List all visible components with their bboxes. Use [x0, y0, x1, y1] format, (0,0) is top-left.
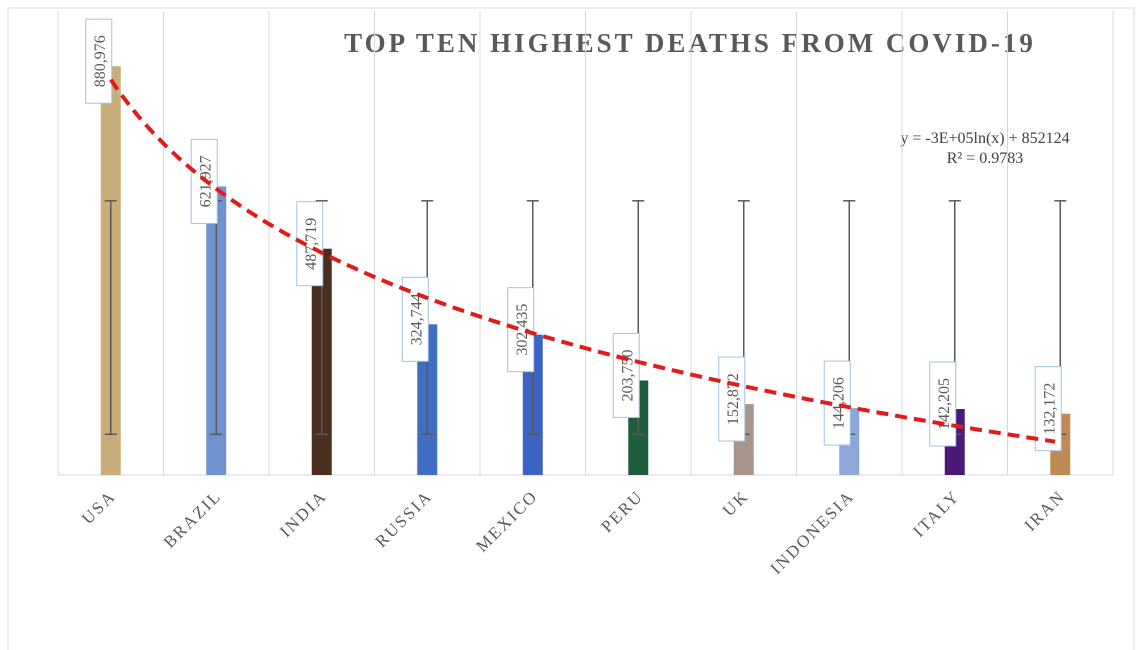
- data-label-text: 142,205: [936, 378, 953, 430]
- data-label-box: [1034, 366, 1062, 452]
- chart-title: TOP TEN HIGHEST DEATHS FROM COVID-19: [344, 28, 1036, 58]
- data-label-text: 302,435: [514, 304, 531, 356]
- data-label: 487,719: [296, 201, 324, 287]
- trend-equation: y = -3E+05ln(x) + 852124: [900, 130, 1069, 147]
- data-label: 144,206: [823, 360, 851, 446]
- data-label: 880,976: [85, 18, 113, 104]
- data-label-text: 880,976: [92, 35, 109, 87]
- data-label: 142,205: [929, 361, 957, 447]
- data-label-text: 203,750: [619, 349, 636, 401]
- data-label-box: [929, 361, 957, 447]
- data-label-box: [507, 287, 535, 373]
- data-label-text: 487,719: [303, 218, 320, 270]
- data-label-box: [718, 356, 746, 442]
- data-label-box: [85, 18, 113, 104]
- error-bar: [104, 200, 117, 436]
- data-label: 152,872: [718, 356, 746, 442]
- data-label-box: [612, 332, 640, 418]
- data-label: 203,750: [612, 332, 640, 418]
- data-label-text: 132,172: [1041, 383, 1058, 435]
- data-label-box: [296, 201, 324, 287]
- trend-r-squared: R² = 0.9783: [947, 150, 1024, 167]
- data-label-text: 152,872: [725, 373, 742, 425]
- data-label-text: 144,206: [830, 377, 847, 429]
- data-label: 302,435: [507, 287, 535, 373]
- data-label: 132,172: [1034, 366, 1062, 452]
- trendline: [109, 78, 1056, 444]
- data-label-box: [401, 276, 429, 362]
- data-label-text: 324,744: [408, 293, 425, 345]
- chart-border: [7, 7, 1135, 650]
- data-label: 324,744: [401, 276, 429, 362]
